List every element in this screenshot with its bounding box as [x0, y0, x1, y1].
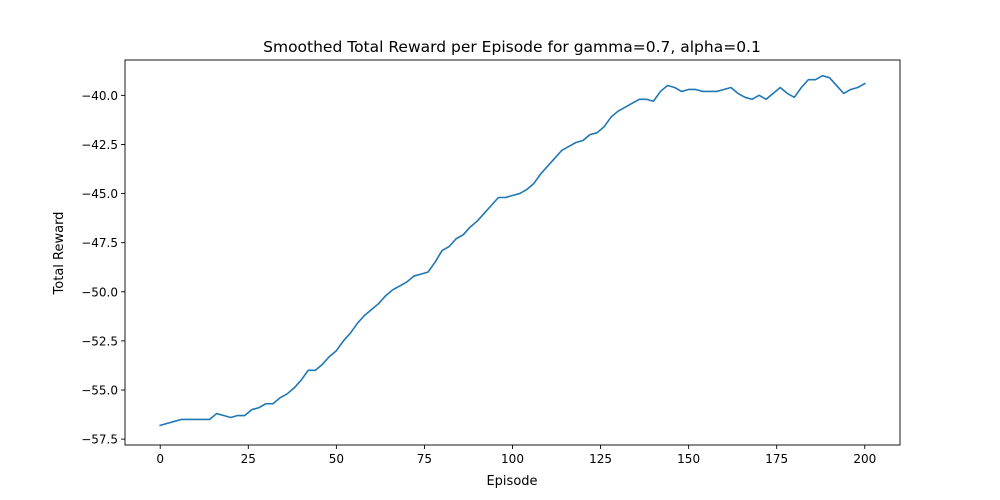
y-axis-ticks: −57.5 −55.0 −52.5 −50.0 −47.5 −45.0 −42.5 −40.0 — [81, 89, 125, 447]
y-tick-label: −47.5 — [81, 236, 118, 250]
y-tick-label: −45.0 — [81, 187, 118, 201]
x-tick-label: 25 — [241, 452, 256, 466]
x-tick-label: 150 — [677, 452, 700, 466]
x-tick-label: 100 — [501, 452, 524, 466]
y-tick-label: −55.0 — [81, 384, 118, 398]
x-tick-label: 50 — [329, 452, 344, 466]
x-tick-label: 175 — [765, 452, 788, 466]
chart-title: Smoothed Total Reward per Episode for ga… — [263, 38, 761, 56]
x-axis-ticks: 0 25 50 75 100 125 150 175 200 — [156, 445, 876, 466]
y-tick-label: −52.5 — [81, 334, 118, 348]
x-tick-label: 0 — [156, 452, 164, 466]
series-line-0 — [159, 74, 866, 427]
y-axis-label: Total Reward — [52, 212, 67, 296]
x-tick-label: 125 — [589, 452, 612, 466]
y-tick-label: −57.5 — [81, 433, 118, 447]
y-tick-label: −50.0 — [81, 285, 118, 299]
y-tick-label: −42.5 — [81, 138, 118, 152]
x-axis-label: Episode — [486, 474, 537, 489]
y-tick-label: −40.0 — [81, 89, 118, 103]
x-tick-label: 75 — [417, 452, 432, 466]
x-tick-label: 200 — [853, 452, 876, 466]
